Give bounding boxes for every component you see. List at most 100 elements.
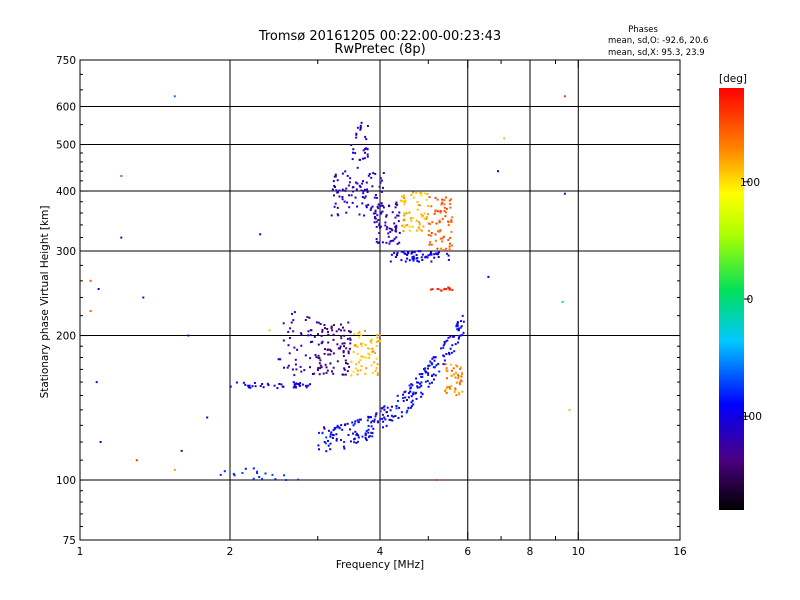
data-point [376,372,379,375]
data-point [440,203,443,206]
data-point [330,350,333,353]
data-point [410,395,413,398]
data-point [348,206,351,209]
data-point [437,230,439,233]
data-point [372,172,375,175]
data-point [563,192,566,195]
data-point [398,231,401,234]
data-point [305,386,308,389]
data-point [303,369,306,372]
data-point [334,186,336,188]
data-point [358,331,361,333]
data-point [431,362,434,365]
data-point [421,375,424,378]
data-point [312,373,314,375]
data-point [375,238,378,240]
colorbar-tick-label: -100 [738,411,762,423]
data-point [448,351,450,354]
data-point [400,415,403,418]
data-point [383,416,386,419]
data-point [433,256,436,259]
data-point [332,180,335,183]
data-point [402,251,405,254]
data-point [427,234,430,236]
data-point [283,366,285,369]
data-point [378,222,381,225]
data-point [427,364,430,367]
data-point [441,240,444,243]
data-point [444,388,447,391]
data-point [355,136,358,139]
data-point [366,153,369,156]
data-point [449,242,451,245]
y-tick-label: 600 [56,102,76,114]
data-point [430,232,433,234]
data-point [322,372,325,375]
data-point [416,385,419,388]
data-point [355,188,358,191]
data-point [367,425,370,427]
data-point [373,216,376,218]
data-point [386,226,389,229]
data-point [395,224,398,227]
data-point [319,359,322,362]
data-point [356,205,359,208]
data-point [317,354,320,357]
data-point [328,429,330,432]
data-point [434,356,437,359]
data-point [244,383,247,386]
data-point [410,252,413,255]
data-point [341,428,344,431]
data-point [441,201,444,204]
data-point [439,230,442,233]
data-point [385,241,388,244]
data-point [371,347,374,350]
data-point [418,225,421,228]
data-point [415,219,418,222]
data-point [449,363,452,366]
data-point [395,226,398,229]
data-point [434,374,437,377]
data-point [359,128,362,131]
data-point [334,427,337,430]
data-point [299,365,302,368]
data-point [292,330,295,333]
data-point [410,401,413,404]
data-point [300,370,303,373]
y-axis-label: Stationary phase Virtual Height [km] [39,206,51,399]
data-point [445,353,448,355]
data-point [394,225,397,228]
data-point [365,138,368,141]
data-point [411,250,414,253]
data-point [347,321,350,324]
data-point [436,247,439,250]
data-point [411,225,414,228]
data-point [352,371,355,374]
data-point [375,412,378,415]
data-point [354,181,357,184]
data-point [431,221,434,224]
x-tick-label: 16 [673,546,687,558]
data-point [308,316,311,319]
data-point [318,431,320,434]
data-point [439,247,442,250]
data-point [348,330,350,333]
data-point [458,336,460,339]
data-point [429,234,432,237]
data-point [454,387,457,390]
data-point [364,343,367,346]
data-point [351,158,354,161]
data-point [378,340,381,343]
data-point [375,225,378,228]
data-point [440,347,443,350]
data-point [357,332,360,335]
data-point [406,399,408,401]
data-point [331,329,334,332]
data-point [397,220,400,223]
data-point [415,397,418,400]
data-point [443,342,446,345]
data-point [357,440,359,443]
data-point [329,435,332,438]
data-point [398,241,401,244]
data-point [376,205,379,208]
